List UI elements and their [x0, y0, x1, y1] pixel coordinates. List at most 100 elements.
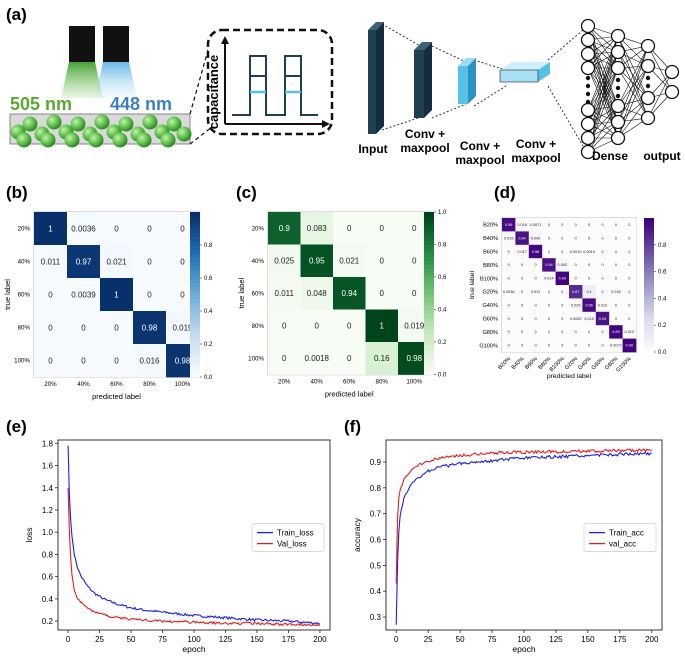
colorbar-segment [424, 256, 434, 262]
heatmap-row-tick: 100% [14, 358, 30, 365]
heatmap-cell-label: 0 [628, 317, 630, 321]
colorbar-segment [190, 311, 200, 316]
colorbar-segment [424, 346, 434, 351]
heatmap-row-tick: G100% [479, 343, 498, 349]
heatmap-cell-label: 0 [521, 317, 523, 321]
y-axis-label: loss [24, 527, 34, 542]
dense-ellipsis-dot [585, 83, 591, 89]
colorbar-segment [424, 321, 434, 327]
conv2-label-line1: Conv + [460, 139, 500, 153]
heatmap-cell-label: 0.015 [504, 236, 514, 240]
dense-neuron [580, 46, 596, 62]
colorbar-segment [424, 337, 434, 343]
colorbar-segment [424, 272, 434, 278]
heatmap-cell-label: 0 [588, 223, 590, 227]
x-tick-label: 150 [250, 635, 264, 644]
y-tick-label: 0.4 [42, 595, 54, 604]
heatmap-cell-label: 0 [628, 223, 630, 227]
colorbar-segment [190, 323, 200, 328]
colorbar-segment [190, 302, 200, 308]
dense-neuron [580, 130, 596, 146]
heatmap-cell-label: 0 [548, 330, 550, 334]
heatmap-col-tick: G40% [577, 356, 592, 371]
heatmap-cell [595, 218, 610, 232]
colorbar-segment [424, 244, 434, 250]
dense-neuron [610, 114, 626, 130]
heatmap-cell-label: 0.021 [339, 257, 360, 266]
colorbar-segment [190, 269, 200, 275]
heatmap-cell [300, 342, 334, 375]
colorbar-segment [424, 354, 434, 359]
heatmap-cell-label: 0 [561, 290, 563, 294]
nanoparticle [118, 116, 134, 132]
capacitance-inset: capacitance [206, 28, 334, 136]
colorbar-segment [644, 258, 654, 263]
colorbar-segment [190, 282, 200, 287]
y-tick-label: 1.8 [42, 439, 54, 448]
heatmap-cell-label: 0.013 [625, 330, 635, 334]
colorbar-segment [644, 231, 654, 236]
heatmap-cell-label: 0.016 [517, 223, 527, 227]
colorbar-segment [644, 281, 654, 286]
panel-label-d: (d) [494, 183, 516, 202]
heatmap-cell [502, 271, 516, 286]
conv1-label-line2: maxpool [400, 141, 449, 155]
heatmap-cell-label: 0 [628, 250, 630, 254]
colorbar-segment [190, 257, 200, 262]
heatmap-cell-label: 0 [508, 317, 510, 321]
heatmap-cell-label: 0 [347, 354, 352, 363]
heatmap-cell-label: 0 [601, 263, 603, 267]
colorbar-segment [644, 244, 654, 249]
x-tick-label: 150 [581, 635, 595, 644]
heatmap-xlabel: predicted label [92, 392, 141, 401]
heatmap-cell [582, 218, 597, 232]
x-tick-label: 175 [282, 635, 296, 644]
heatmap-cell [569, 218, 583, 232]
colorbar-segment [424, 240, 434, 245]
colorbar-tick-label: 0.2 [438, 340, 447, 346]
dense-neuron [580, 116, 596, 132]
heatmap-xlabel: predicted label [325, 390, 374, 399]
dense-neuron [640, 58, 656, 74]
colorbar-segment [424, 358, 434, 363]
heatmap-cell [34, 344, 68, 378]
colorbar-segment [424, 216, 434, 221]
heatmap-cell-label: 0 [412, 257, 417, 266]
heatmap-cell [582, 338, 597, 353]
heatmap-cell [268, 342, 301, 375]
dense-neuron [580, 102, 596, 118]
nanoparticle [46, 114, 62, 130]
colorbar-segment [644, 224, 654, 229]
blue-beam [95, 62, 137, 98]
colorbar-segment [644, 291, 654, 296]
dense-neuron [610, 130, 626, 146]
heatmap-cell [515, 244, 530, 259]
colorbar-segment [424, 212, 434, 217]
colorbar-segment [644, 331, 654, 336]
series-line-Val_loss [67, 487, 321, 627]
heatmap-b: 1 0.0036 0 0 0 0.011 0.97 0.021 0 0 0 0.0039 1 0 0 0 0 0 0… [3, 211, 213, 401]
heatmap-cell-label: 0.0071 [530, 223, 542, 227]
nanoparticle [176, 126, 192, 142]
colorbar-segment [190, 228, 200, 234]
dense-neuron [664, 64, 680, 80]
heatmap-cell [542, 298, 556, 313]
heatmap-row-tick: 60% [18, 292, 31, 299]
heatmap-cell [609, 271, 623, 286]
heatmap-col-tick: B40% [511, 356, 526, 371]
y-tick-label: 0.6 [370, 536, 382, 545]
heatmap-cell [100, 278, 134, 312]
heatmap-cell [100, 245, 134, 279]
heatmap-cell-label: 0 [48, 323, 53, 332]
colorbar-segment [190, 261, 200, 267]
heatmap-cell-label: 0 [601, 277, 603, 281]
dense-connection [617, 97, 649, 139]
heatmap-cell [365, 342, 399, 375]
heatmap-cell-label: 0 [48, 356, 53, 365]
colorbar-segment [190, 368, 200, 374]
wavelength-green-label: 505 nm [10, 94, 72, 114]
heatmap-cell [100, 212, 134, 246]
heatmap-cell-label: 0.012 [598, 303, 608, 307]
heatmap-cell [133, 212, 167, 246]
